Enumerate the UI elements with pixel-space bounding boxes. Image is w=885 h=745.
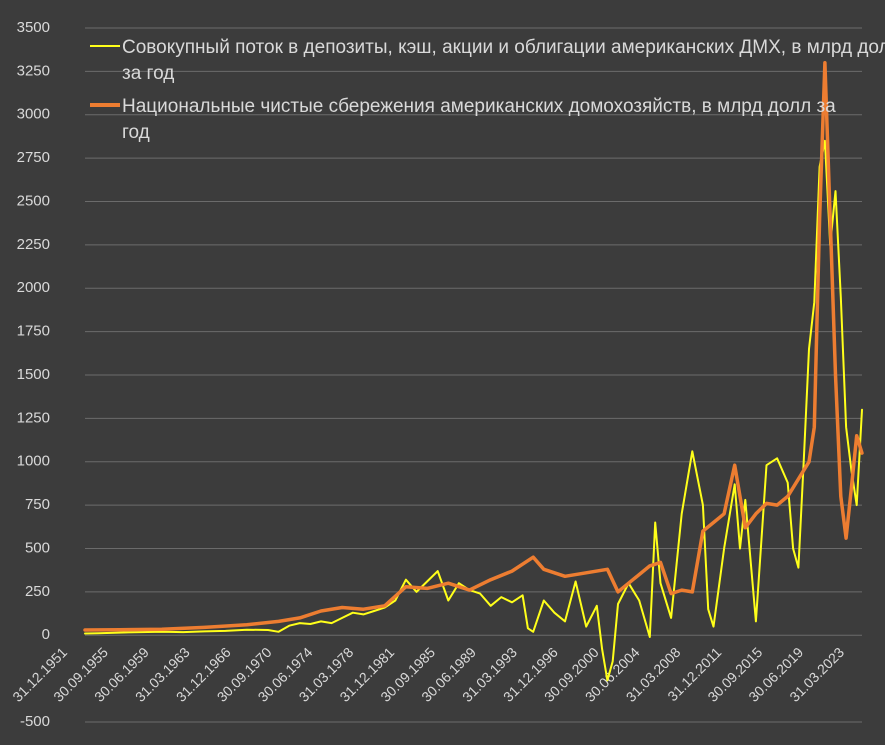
y-tick-label: 750 xyxy=(25,496,50,513)
y-tick-label: 1250 xyxy=(17,409,50,426)
legend-label-flows: Совокупный поток в депозиты, кэш, акции … xyxy=(122,37,885,84)
series-line-flows xyxy=(84,139,863,682)
x-axis-ticks: 31.12.195130.09.195530.06.195931.03.1963… xyxy=(9,644,847,705)
legend: Совокупный поток в депозиты, кэш, акции … xyxy=(90,37,885,143)
y-tick-label: 3500 xyxy=(17,19,50,36)
series-lines xyxy=(83,60,864,682)
y-tick-label: 500 xyxy=(25,539,50,556)
gridlines xyxy=(85,27,862,723)
y-tick-label: 2500 xyxy=(17,192,50,209)
y-tick-label: 2250 xyxy=(17,236,50,253)
legend-label-savings: Национальные чистые сбережения американс… xyxy=(122,96,841,143)
y-tick-label: -500 xyxy=(20,713,50,730)
y-tick-label: 2000 xyxy=(17,279,50,296)
y-tick-label: 0 xyxy=(42,626,50,643)
y-tick-label: 2750 xyxy=(17,149,50,166)
y-tick-label: 3000 xyxy=(17,106,50,123)
y-tick-label: 3250 xyxy=(17,62,50,79)
y-tick-label: 1500 xyxy=(17,366,50,383)
y-axis-ticks: -500 0 250 500 750 1000 1250 1500 1750 2000 2250 25… xyxy=(17,19,50,730)
y-tick-label: 1750 xyxy=(17,323,50,340)
y-tick-label: 1000 xyxy=(17,453,50,470)
series-line-savings xyxy=(83,60,864,632)
y-tick-label: 250 xyxy=(25,583,50,600)
